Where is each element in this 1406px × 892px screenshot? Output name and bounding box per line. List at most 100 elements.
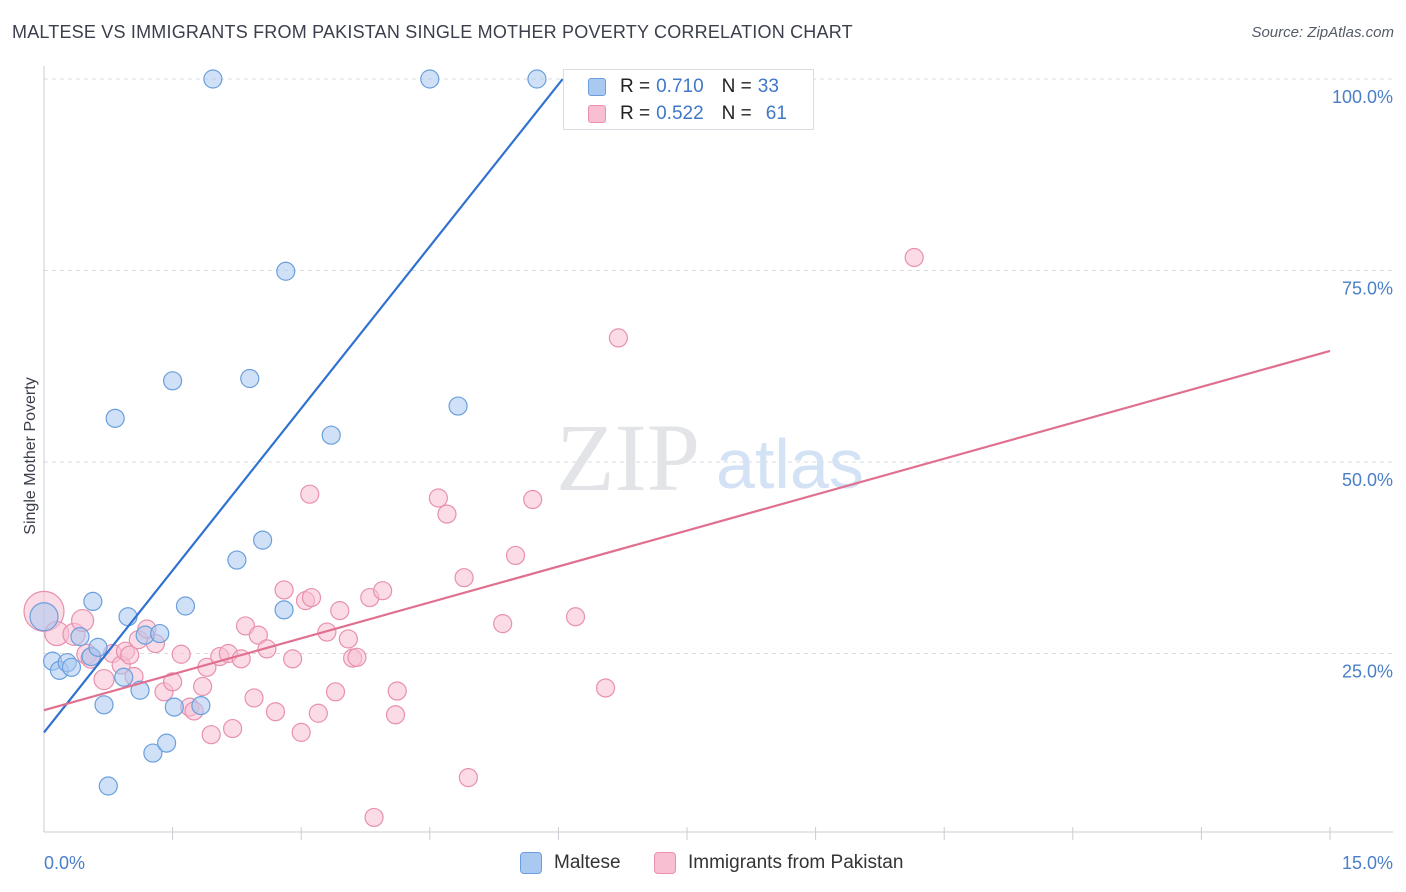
- pink-point: [595, 678, 616, 698]
- legend-r-label: R =: [620, 103, 651, 124]
- pink-point: [608, 328, 629, 348]
- blue-point: [253, 530, 273, 550]
- pink-point: [244, 688, 264, 708]
- legend-n-label: N =: [721, 76, 752, 97]
- pink-point: [325, 682, 346, 702]
- pink-point: [248, 625, 268, 645]
- pink-point: [565, 607, 586, 627]
- blue-trend-line: [43, 78, 564, 734]
- watermark-atlas: atlas: [716, 425, 864, 503]
- correlation-legend: R = 0.710 N = 33 R = 0.522 N = 61: [563, 69, 814, 130]
- watermark: ZIP atlas: [556, 404, 864, 511]
- series-legend: Maltese Immigrants from Pakistan: [0, 852, 1406, 878]
- blue-point: [191, 695, 211, 716]
- blue-point: [114, 667, 134, 687]
- legend-n-value: 61: [765, 103, 787, 124]
- x-ticks: [172, 827, 1331, 840]
- blue-point: [163, 371, 183, 391]
- pink-point: [338, 629, 358, 649]
- pink-point: [373, 581, 393, 601]
- blue-point: [150, 623, 170, 644]
- legend-r-value: 0.522: [656, 103, 704, 124]
- blue-point: [130, 680, 150, 700]
- blue-point: [70, 627, 90, 647]
- legend-r-value: 0.710: [656, 76, 704, 97]
- legend-n-label: N =: [721, 103, 752, 124]
- pink-point: [283, 649, 303, 669]
- legend-item-pakistan: Immigrants from Pakistan: [654, 852, 903, 874]
- y-tick-label: 25.0%: [1342, 662, 1393, 682]
- pink-point: [347, 647, 367, 667]
- blue-point: [321, 425, 341, 445]
- legend-row-pakistan: R = 0.522 N = 61: [588, 102, 787, 126]
- pink-point: [223, 718, 243, 739]
- blue-point: [203, 69, 223, 89]
- blue-point: [448, 396, 468, 416]
- blue-point: [274, 600, 294, 620]
- pink-point: [193, 676, 213, 697]
- legend-swatch-blue: [588, 78, 606, 96]
- pink-point: [505, 545, 526, 566]
- legend-r-label: R =: [620, 76, 651, 97]
- y-tick-label: 75.0%: [1342, 279, 1393, 299]
- pink-point: [291, 722, 311, 742]
- pink-point: [458, 767, 478, 788]
- trend-lines: [43, 78, 1331, 734]
- legend-label-pakistan: Immigrants from Pakistan: [688, 852, 904, 873]
- blue-point: [175, 596, 196, 616]
- pink-point: [93, 668, 115, 691]
- y-tick-labels: 25.0% 50.0% 75.0% 100.0%: [1332, 87, 1393, 682]
- source-credit: Source: ZipAtlas.com: [1251, 24, 1394, 41]
- blue-series-points: [29, 69, 547, 796]
- blue-point: [420, 69, 440, 89]
- legend-swatch-maltese: [520, 852, 542, 874]
- pink-point: [301, 587, 322, 608]
- blue-point: [98, 776, 118, 796]
- blue-point: [143, 743, 163, 763]
- pink-point: [904, 247, 924, 268]
- blue-point: [527, 69, 547, 89]
- pink-trend-line: [43, 349, 1331, 712]
- pink-point: [523, 489, 543, 510]
- x-tick-label-min: 0.0%: [44, 853, 85, 873]
- chart-title: MALTESE VS IMMIGRANTS FROM PAKISTAN SING…: [12, 22, 853, 42]
- watermark-zip: ZIP: [556, 404, 700, 511]
- y-axis-label: Single Mother Poverty: [22, 377, 39, 534]
- legend-swatch-pakistan: [654, 852, 676, 874]
- y-tick-label: 50.0%: [1342, 470, 1393, 490]
- legend-label-maltese: Maltese: [554, 852, 621, 873]
- pink-point: [308, 703, 328, 723]
- blue-point: [118, 607, 138, 627]
- pink-point: [364, 807, 384, 828]
- pink-point: [387, 681, 407, 701]
- pink-point: [265, 702, 286, 722]
- blue-point: [156, 733, 177, 753]
- pink-point: [171, 644, 191, 664]
- pink-point: [274, 580, 294, 600]
- axes: [43, 66, 1393, 833]
- y-tick-label: 100.0%: [1332, 87, 1393, 107]
- blue-point: [105, 408, 125, 428]
- pink-point: [163, 672, 183, 692]
- blue-point: [83, 591, 103, 612]
- pink-point: [428, 488, 448, 508]
- pink-point: [201, 725, 221, 745]
- legend-n-value: 33: [757, 76, 779, 97]
- gridlines: [44, 78, 1393, 654]
- pink-point: [120, 645, 140, 665]
- legend-swatch-pink: [588, 105, 606, 123]
- blue-point: [94, 695, 114, 715]
- pink-point: [300, 484, 320, 504]
- x-tick-label-max: 15.0%: [1342, 853, 1393, 873]
- blue-point: [88, 637, 108, 657]
- pink-point: [454, 568, 474, 588]
- blue-point: [61, 657, 82, 677]
- pink-point: [330, 601, 350, 621]
- pink-point: [437, 504, 457, 524]
- pink-point: [493, 614, 513, 634]
- blue-point: [164, 697, 184, 717]
- legend-row-maltese: R = 0.710 N = 33: [588, 75, 779, 99]
- blue-point: [276, 261, 296, 281]
- legend-item-maltese: Maltese: [520, 852, 621, 874]
